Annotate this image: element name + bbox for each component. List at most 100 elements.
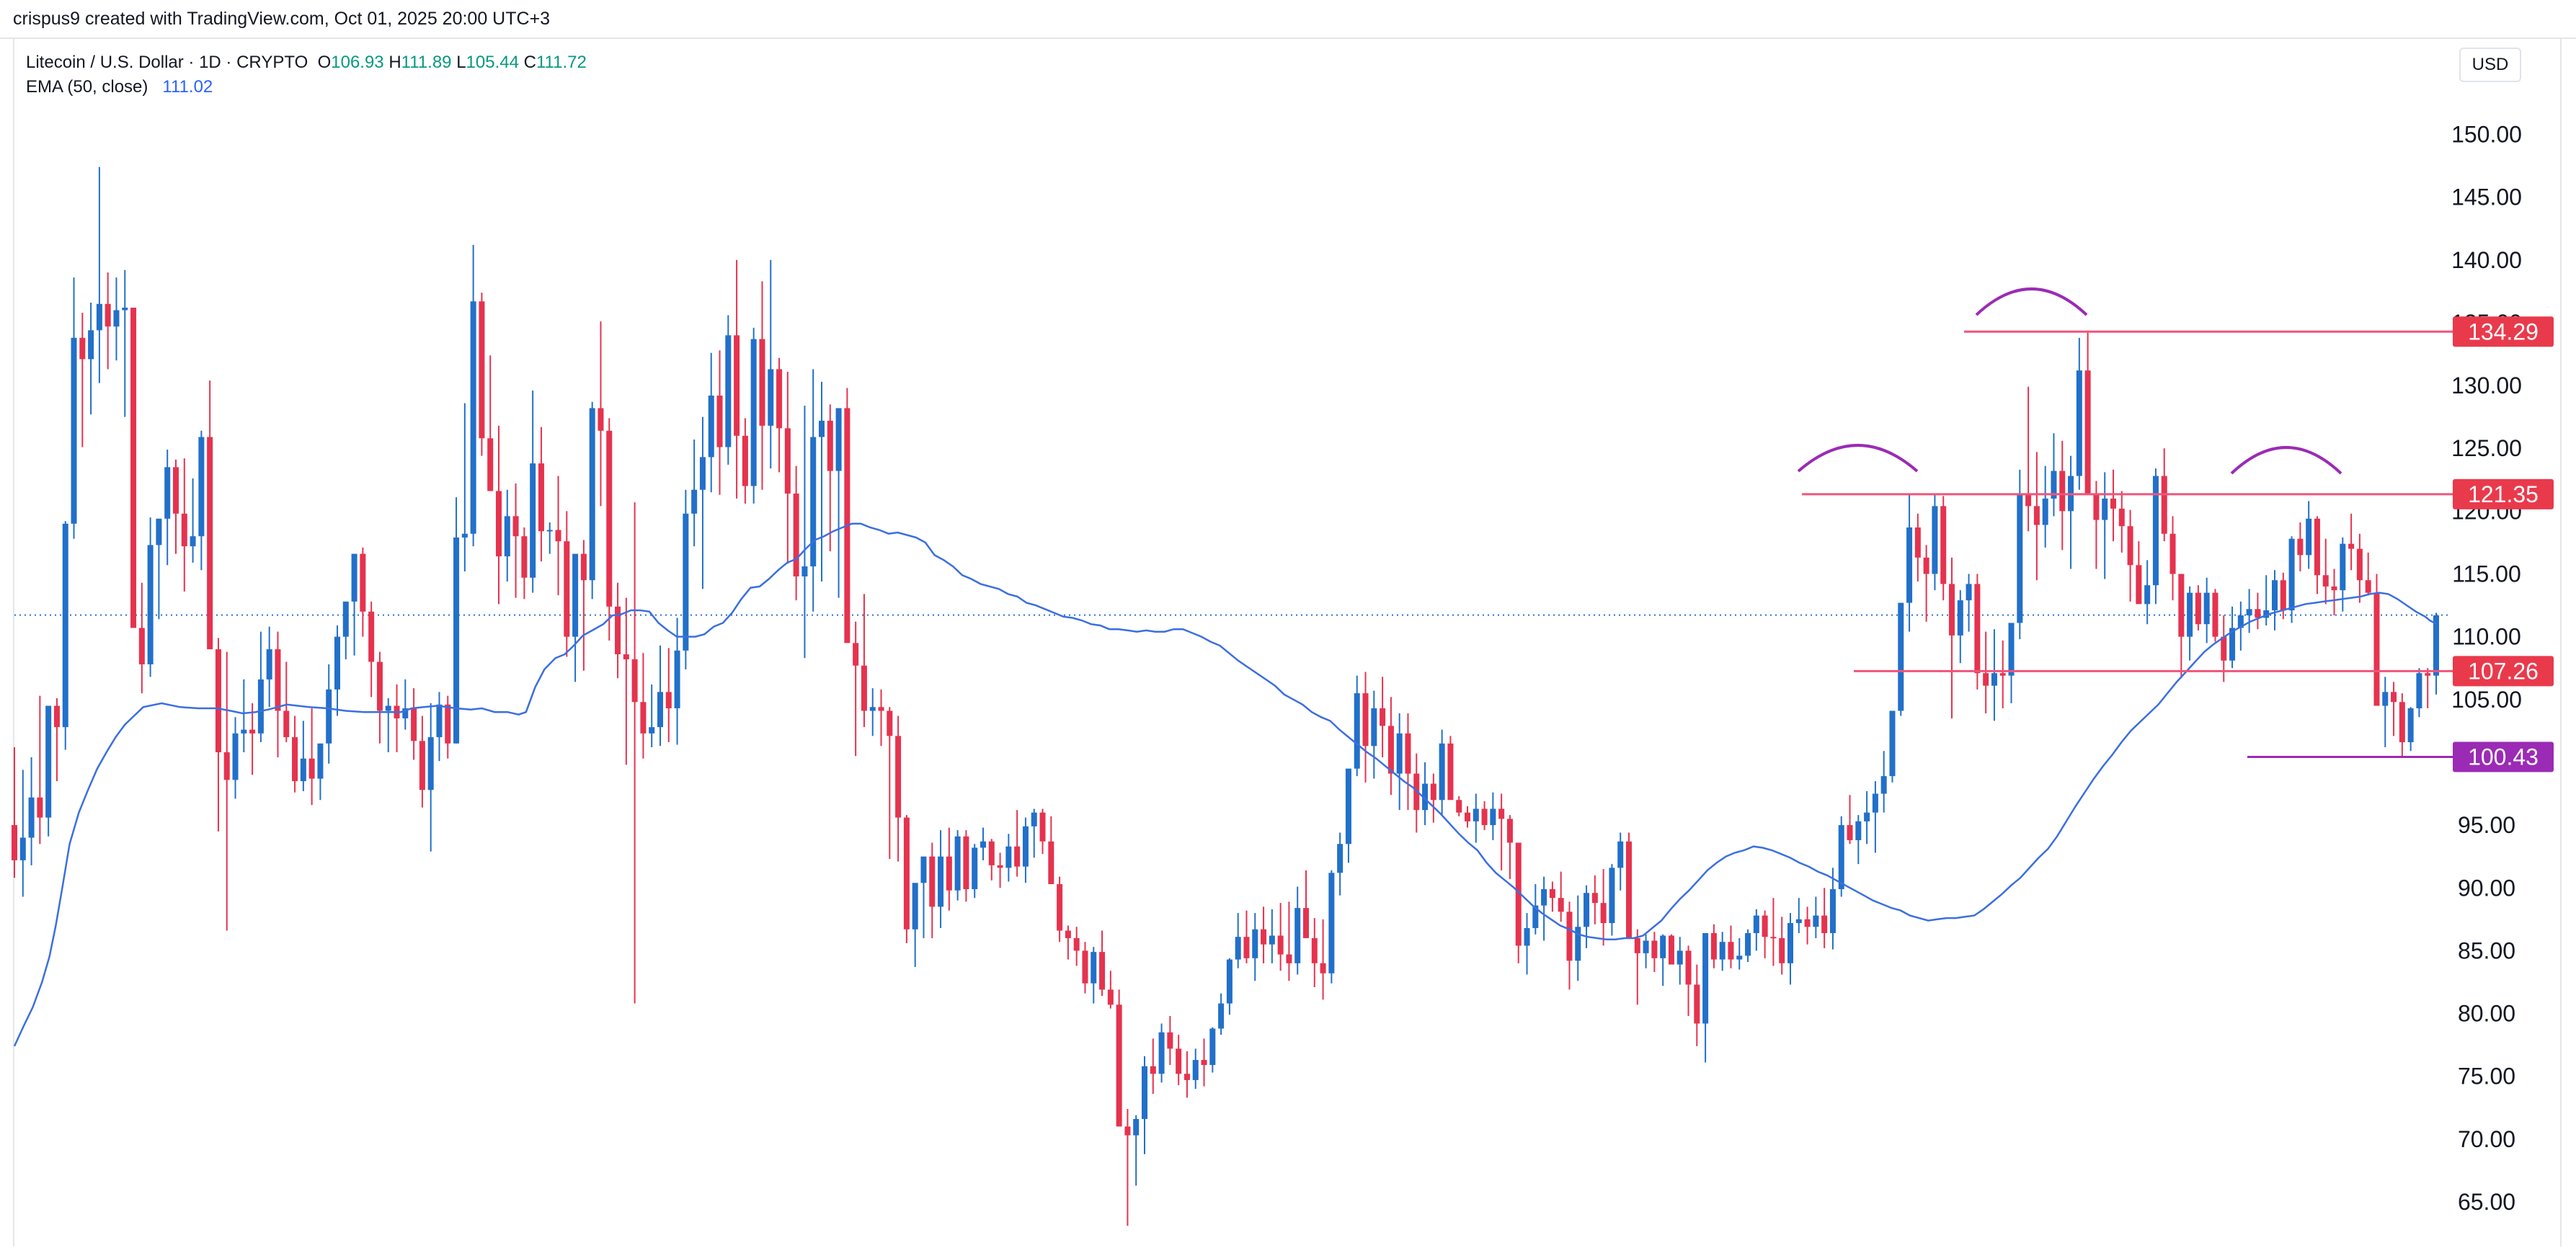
candle-body bbox=[665, 692, 672, 709]
candle-body bbox=[555, 530, 561, 542]
candle-body bbox=[742, 435, 748, 486]
y-tick-label: 85.00 bbox=[2458, 937, 2515, 963]
candle-body bbox=[411, 708, 417, 741]
candle-body bbox=[2246, 609, 2252, 616]
candle-body bbox=[1940, 506, 1947, 584]
candle-body bbox=[1057, 884, 1063, 931]
candle-body bbox=[920, 856, 927, 883]
candle-body bbox=[1116, 1004, 1122, 1127]
candle-body bbox=[750, 339, 757, 486]
candle-body bbox=[130, 307, 137, 628]
candle-body bbox=[1183, 1074, 1190, 1080]
left-shoulder-arc bbox=[1797, 444, 1919, 473]
candle-body bbox=[2076, 370, 2082, 476]
candle-body bbox=[972, 847, 978, 889]
candle-body bbox=[2042, 498, 2048, 525]
candle-body bbox=[1515, 842, 1522, 946]
candle-body bbox=[19, 837, 26, 860]
candle-body bbox=[1566, 912, 1573, 961]
candle-body bbox=[895, 736, 902, 818]
candle-body bbox=[1838, 825, 1844, 889]
candle-body bbox=[1235, 937, 1241, 960]
candle-body bbox=[1456, 800, 1462, 813]
candle-body bbox=[1991, 673, 1997, 686]
candle-body bbox=[1591, 893, 1598, 904]
chart-frame[interactable] bbox=[13, 39, 2562, 1247]
y-tick-label: 145.00 bbox=[2451, 184, 2522, 210]
candle-body bbox=[1584, 893, 1590, 927]
candle-body bbox=[606, 430, 613, 607]
candle-body bbox=[2059, 471, 2066, 512]
candle-body bbox=[615, 606, 621, 655]
candle-body bbox=[2280, 580, 2286, 611]
candle-body bbox=[1354, 693, 1360, 769]
candle-body bbox=[1362, 693, 1369, 746]
candle-body bbox=[207, 437, 213, 650]
candle-body bbox=[1150, 1066, 1156, 1074]
candle-body bbox=[2373, 592, 2380, 706]
candle-body bbox=[2425, 673, 2431, 676]
candle-body bbox=[938, 856, 944, 907]
candle-body bbox=[326, 689, 332, 744]
candle-body bbox=[1880, 776, 1887, 794]
candle-body bbox=[1710, 932, 1717, 960]
y-tick-label: 140.00 bbox=[2451, 247, 2522, 273]
candle-body bbox=[300, 758, 306, 782]
candle-body bbox=[1176, 1048, 1182, 1074]
candle-body bbox=[1668, 935, 1674, 965]
candle-body bbox=[1320, 963, 1326, 973]
candle-body bbox=[1107, 989, 1114, 1005]
candle-body bbox=[105, 303, 111, 327]
candle-body bbox=[1966, 584, 1972, 601]
candle-body bbox=[699, 457, 706, 490]
candle-body bbox=[308, 758, 315, 779]
candle-body bbox=[1719, 942, 1726, 960]
candle-body bbox=[2314, 518, 2320, 576]
candle-body bbox=[963, 836, 969, 889]
candle-body bbox=[2391, 692, 2397, 703]
candle-body bbox=[504, 516, 510, 557]
close-value: 111.72 bbox=[536, 53, 587, 72]
candle-body bbox=[198, 437, 205, 537]
candle-body bbox=[853, 643, 859, 666]
support-badge bbox=[2453, 741, 2554, 772]
y-tick-label: 65.00 bbox=[2458, 1189, 2515, 1215]
candle-body bbox=[1685, 950, 1692, 985]
y-tick-label: 75.00 bbox=[2458, 1064, 2515, 1089]
candle-body bbox=[903, 817, 910, 930]
candle-body bbox=[360, 553, 366, 612]
candle-body bbox=[1201, 1060, 1207, 1066]
candle-body bbox=[376, 661, 383, 711]
candle-body bbox=[190, 536, 196, 547]
candle-body bbox=[1243, 937, 1250, 958]
candle-body bbox=[1753, 915, 1759, 933]
candle-body bbox=[215, 649, 221, 753]
candle-body bbox=[1209, 1028, 1216, 1066]
candle-body bbox=[1302, 908, 1310, 938]
candle-body bbox=[1380, 708, 1386, 726]
candle-body bbox=[2297, 538, 2304, 556]
candle-body bbox=[861, 665, 867, 711]
candle-body bbox=[2356, 548, 2363, 581]
candle-body bbox=[1158, 1032, 1165, 1074]
y-tick-label: 150.00 bbox=[2451, 121, 2522, 147]
candle-body bbox=[2161, 476, 2167, 534]
ema-label: EMA (50, close) bbox=[26, 77, 148, 97]
currency-button[interactable]: USD bbox=[2459, 48, 2521, 82]
candle-body bbox=[793, 493, 799, 576]
candle-body bbox=[1694, 984, 1700, 1024]
candle-body bbox=[2271, 580, 2278, 611]
candle-body bbox=[1532, 905, 1539, 929]
candle-body bbox=[419, 741, 425, 790]
candle-body bbox=[1490, 808, 1496, 826]
candle-body bbox=[657, 692, 664, 728]
candle-body bbox=[2008, 623, 2015, 676]
candle-body bbox=[283, 710, 290, 738]
y-tick-label: 70.00 bbox=[2458, 1126, 2515, 1152]
candle-body bbox=[2195, 592, 2201, 625]
chart-legend: Litecoin / U.S. Dollar · 1D · CRYPTO O10… bbox=[26, 50, 587, 99]
candle-body bbox=[1948, 584, 1955, 636]
candle-body bbox=[257, 679, 264, 734]
candle-body bbox=[2340, 543, 2346, 591]
